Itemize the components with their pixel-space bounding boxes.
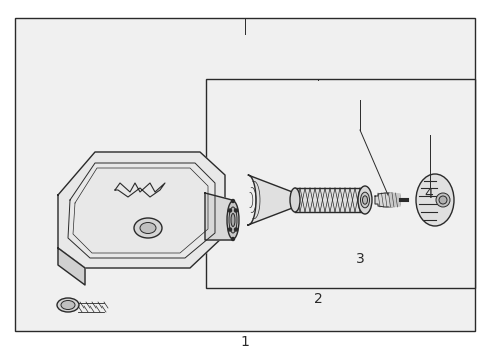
- Ellipse shape: [57, 298, 79, 312]
- Circle shape: [231, 199, 235, 202]
- Ellipse shape: [231, 213, 235, 226]
- Ellipse shape: [363, 196, 368, 204]
- Ellipse shape: [358, 186, 372, 214]
- Ellipse shape: [229, 207, 237, 233]
- Ellipse shape: [61, 301, 75, 310]
- Circle shape: [235, 209, 238, 212]
- Polygon shape: [295, 188, 365, 212]
- Circle shape: [436, 193, 450, 207]
- Circle shape: [228, 209, 231, 212]
- Circle shape: [439, 196, 447, 204]
- Text: 3: 3: [356, 252, 365, 266]
- Circle shape: [228, 228, 231, 231]
- Text: 2: 2: [314, 292, 323, 306]
- Polygon shape: [58, 152, 225, 268]
- Ellipse shape: [361, 192, 369, 208]
- Ellipse shape: [290, 188, 300, 212]
- Text: 1: 1: [241, 335, 249, 349]
- Polygon shape: [58, 248, 85, 285]
- Ellipse shape: [134, 218, 162, 238]
- Polygon shape: [205, 193, 232, 240]
- Text: 4: 4: [424, 188, 433, 201]
- Ellipse shape: [416, 174, 454, 226]
- Circle shape: [231, 238, 235, 240]
- Ellipse shape: [227, 201, 239, 239]
- Polygon shape: [248, 175, 298, 225]
- Bar: [206, 79, 475, 288]
- Polygon shape: [375, 193, 400, 207]
- Bar: [15, 18, 475, 331]
- Ellipse shape: [140, 222, 156, 234]
- Circle shape: [235, 228, 238, 231]
- Polygon shape: [390, 193, 400, 207]
